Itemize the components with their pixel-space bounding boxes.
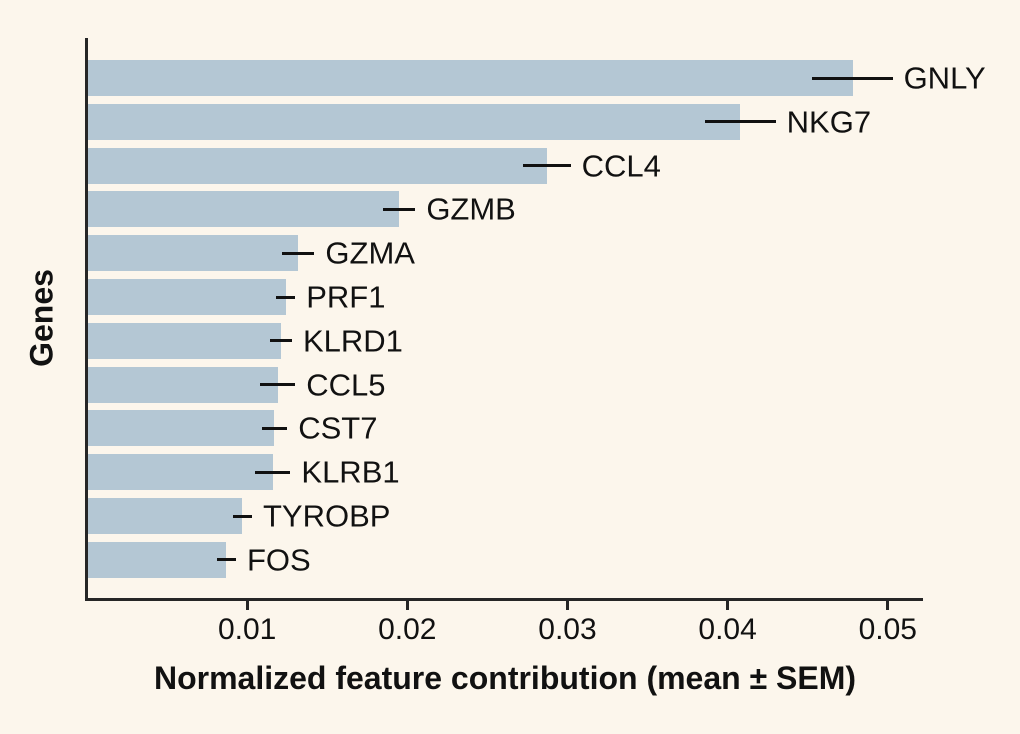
x-tick-0.05	[886, 601, 890, 610]
x-tick-0.03	[565, 601, 569, 610]
bar-fos	[87, 541, 227, 578]
gene-label-fos: FOS	[246, 542, 311, 578]
bar-prf1	[87, 279, 286, 315]
y-axis-title: Genes	[23, 269, 60, 367]
bar-cst7	[87, 410, 275, 447]
error-bar-nkg7	[705, 120, 776, 124]
error-bar-gzma	[282, 251, 315, 255]
x-tick-label-0.04: 0.04	[698, 613, 757, 646]
bar-klrb1	[87, 454, 273, 491]
error-bar-gzmb	[383, 207, 416, 211]
error-bar-cst7	[261, 426, 288, 430]
plot-area: GNLY NKG7 CCL4 GZMB GZMA PRF1 KLRD1 CCL5 CST7 KLR…	[87, 38, 986, 599]
bar-klrd1	[87, 322, 281, 359]
gene-label-cst7: CST7	[298, 410, 378, 446]
gene-label-klrd1: KLRD1	[302, 323, 403, 359]
error-bar-prf1	[275, 295, 296, 299]
x-tick-label-0.03: 0.03	[538, 613, 597, 646]
error-bar-ccl5	[259, 383, 296, 387]
bar-gzma	[87, 235, 299, 272]
x-tick-0.04	[726, 601, 730, 610]
error-bar-klrb1	[255, 470, 291, 474]
bar-nkg7	[87, 103, 741, 140]
x-tick-label-0.02: 0.02	[378, 613, 437, 646]
gene-label-gnly: GNLY	[903, 60, 986, 96]
x-tick-0.01	[245, 601, 249, 610]
error-bar-gnly	[812, 76, 893, 80]
bar-gzmb	[87, 191, 400, 228]
x-axis-line	[85, 598, 923, 601]
bar-ccl5	[87, 366, 278, 403]
error-bar-ccl4	[522, 164, 571, 168]
bar-tyrobp	[87, 498, 243, 534]
gene-label-klrb1: KLRB1	[301, 454, 400, 490]
gene-label-gzma: GZMA	[325, 235, 415, 271]
gene-label-ccl5: CCL5	[306, 367, 386, 403]
error-bar-klrd1	[269, 339, 292, 343]
gene-label-prf1: PRF1	[306, 279, 386, 315]
bar-gnly	[87, 60, 853, 96]
gene-label-gzmb: GZMB	[426, 191, 516, 227]
x-tick-0.02	[405, 601, 409, 610]
gene-label-ccl4: CCL4	[581, 148, 661, 184]
y-axis-line	[85, 38, 88, 601]
error-bar-tyrobp	[232, 514, 252, 518]
x-tick-label-0.01: 0.01	[217, 613, 277, 646]
gene-label-nkg7: NKG7	[786, 104, 872, 140]
gene-label-tyrobp: TYROBP	[262, 498, 391, 534]
x-axis-title: Normalized feature contribution (mean ± …	[153, 660, 857, 696]
bar-ccl4	[87, 147, 547, 184]
error-bar-fos	[216, 558, 236, 562]
x-tick-label-0.05: 0.05	[858, 613, 917, 646]
